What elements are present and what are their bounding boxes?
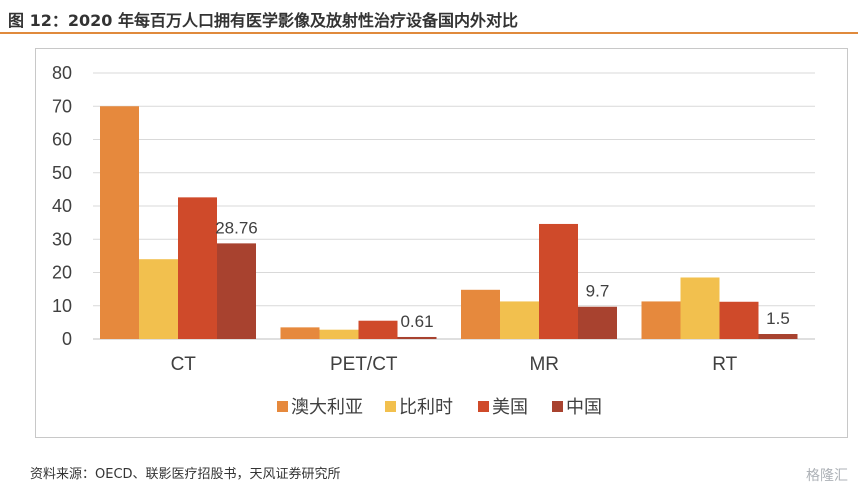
category-label: MR — [529, 354, 559, 375]
bar-0-2 — [178, 197, 217, 339]
data-labels: 28.76 0.61 9.7 1.5 — [215, 218, 790, 331]
y-tick-label: 20 — [52, 263, 72, 283]
bar-0-1 — [139, 259, 178, 339]
category-label: CT — [171, 354, 197, 375]
y-tick-label: 60 — [52, 130, 72, 150]
data-label: 0.61 — [400, 312, 433, 331]
legend-swatch — [552, 401, 563, 412]
category-label: RT — [712, 354, 737, 375]
legend: 澳大利亚 比利时 美国 中国 — [277, 397, 602, 418]
bar-0-0 — [100, 106, 139, 339]
source-note: 资料来源：OECD、联影医疗招股书，天风证券研究所 — [30, 467, 341, 482]
y-tick-label: 50 — [52, 163, 72, 183]
legend-swatch — [478, 401, 489, 412]
bar-1-1 — [319, 329, 359, 339]
bar-1-2 — [358, 320, 398, 339]
bar-2-2 — [539, 223, 578, 339]
y-tick-label: 10 — [52, 296, 72, 316]
y-axis-ticks: 0 10 20 30 40 50 60 70 80 — [52, 63, 72, 349]
y-tick-label: 70 — [52, 96, 72, 116]
bar-2-0 — [461, 289, 500, 339]
bars — [100, 106, 798, 339]
y-tick-label: 80 — [52, 63, 72, 83]
bar-3-1 — [680, 277, 720, 339]
bar-3-3 — [758, 334, 798, 339]
bar-3-0 — [641, 301, 681, 339]
bar-1-3 — [397, 336, 437, 339]
category-label: PET/CT — [330, 354, 398, 375]
y-tick-label: 30 — [52, 229, 72, 249]
data-label: 1.5 — [766, 309, 790, 328]
category-labels: CT PET/CT MR RT — [171, 354, 738, 375]
legend-label: 中国 — [566, 397, 602, 418]
legend-label: 比利时 — [399, 397, 453, 418]
bar-2-1 — [500, 301, 539, 339]
chart-frame — [35, 48, 848, 438]
legend-label: 澳大利亚 — [291, 397, 363, 418]
bar-1-0 — [280, 327, 320, 339]
chart-title: 图 12：2020 年每百万人口拥有医学影像及放射性治疗设备国内外对比 — [8, 11, 518, 30]
data-label: 28.76 — [215, 218, 258, 237]
watermark: 格隆汇 — [806, 468, 848, 484]
data-label: 9.7 — [586, 282, 610, 301]
legend-label: 美国 — [492, 397, 528, 418]
y-tick-label: 40 — [52, 196, 72, 216]
bar-2-3 — [578, 306, 617, 339]
legend-swatch — [277, 401, 288, 412]
bar-3-2 — [719, 301, 759, 339]
title-rule — [0, 32, 858, 34]
bar-0-3 — [217, 243, 256, 339]
legend-swatch — [385, 401, 396, 412]
y-tick-label: 0 — [62, 329, 72, 349]
